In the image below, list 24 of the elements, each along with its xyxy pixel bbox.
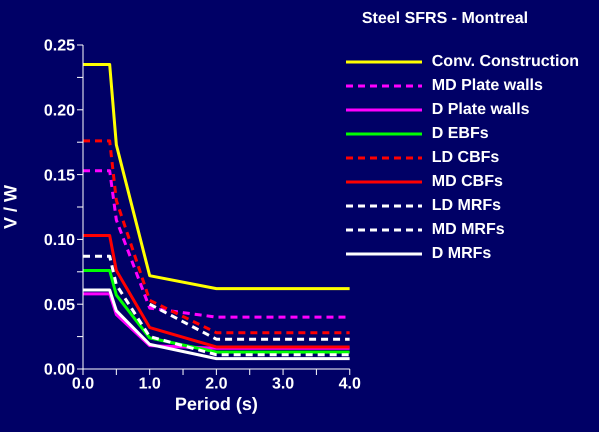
y-tick-label: 0.20 bbox=[44, 102, 76, 120]
x-tick-label: 3.0 bbox=[272, 375, 294, 392]
x-axis-title: Period (s) bbox=[174, 394, 258, 414]
x-tick-label: 4.0 bbox=[338, 375, 361, 392]
y-tick-label: 0.25 bbox=[44, 38, 76, 55]
line-series bbox=[83, 139, 350, 334]
line-series bbox=[83, 62, 350, 290]
legend-label: MD CBFs bbox=[432, 173, 503, 191]
legend-label: Conv. Construction bbox=[432, 53, 579, 71]
legend-label: LD CBFs bbox=[432, 149, 500, 167]
line-series bbox=[83, 234, 350, 348]
y-axis-title: V / W bbox=[0, 184, 20, 229]
x-tick-label: 2.0 bbox=[205, 375, 228, 392]
legend-label: MD MRFs bbox=[432, 221, 505, 239]
legend-label: D MRFs bbox=[432, 245, 492, 263]
text: Steel SFRS - Montreal bbox=[360, 10, 530, 28]
x-tick-label: 1.0 bbox=[138, 375, 161, 392]
legend-label: MD Plate walls bbox=[432, 77, 543, 95]
legend-label: D Plate walls bbox=[432, 101, 530, 119]
y-tick-label: 0.10 bbox=[44, 232, 76, 250]
legend-label: D EBFs bbox=[432, 125, 489, 143]
legend-label: LD MRFs bbox=[432, 197, 502, 215]
y-tick-label: 0.05 bbox=[44, 296, 76, 314]
y-tick-label: 0.15 bbox=[44, 167, 76, 184]
